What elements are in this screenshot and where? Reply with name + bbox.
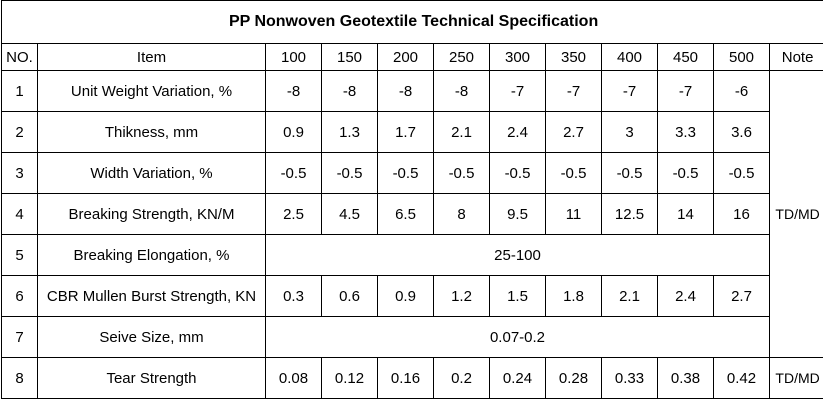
row-value: 1.8 <box>545 275 602 317</box>
row-value: 0.24 <box>489 357 546 399</box>
row-value: -8 <box>377 70 434 112</box>
row-value: 11 <box>545 193 602 235</box>
header-grade: 400 <box>601 43 658 71</box>
row-value: 0.42 <box>713 357 770 399</box>
row-no: 2 <box>1 111 38 153</box>
header-row: NO. Item 100 150 200 250 300 350 400 450… <box>1 43 823 71</box>
row-value: -7 <box>657 70 714 112</box>
row-item: Width Variation, % <box>37 152 266 194</box>
header-grade: 500 <box>713 43 770 71</box>
table-row: 5 Breaking Elongation, % 25-100 <box>1 234 823 276</box>
row-value: 2.7 <box>545 111 602 153</box>
row-value: -0.5 <box>545 152 602 194</box>
table-row: 1 Unit Weight Variation, % -8 -8 -8 -8 -… <box>1 70 823 358</box>
row-value: 6.5 <box>377 193 434 235</box>
row-value: 2.5 <box>265 193 322 235</box>
row-value: 0.3 <box>265 275 322 317</box>
header-grade: 150 <box>321 43 378 71</box>
table-title: PP Nonwoven Geotextile Technical Specifi… <box>0 0 823 44</box>
row-value: 4.5 <box>321 193 378 235</box>
header-grade: 450 <box>657 43 714 71</box>
row-value: 0.9 <box>377 275 434 317</box>
header-item: Item <box>37 43 266 71</box>
row-value: 3.6 <box>713 111 770 153</box>
row-value: 3.3 <box>657 111 714 153</box>
row-value: 2.4 <box>489 111 546 153</box>
row-item: Unit Weight Variation, % <box>37 70 266 112</box>
row-value: 8 <box>433 193 490 235</box>
header-note: Note <box>768 43 823 71</box>
row-value: 2.4 <box>657 275 714 317</box>
row-value: 1.7 <box>377 111 434 153</box>
row-value: -0.5 <box>601 152 658 194</box>
table-row: 7 Seive Size, mm 0.07-0.2 <box>1 316 823 358</box>
row-value: 0.28 <box>545 357 602 399</box>
row-value: -0.5 <box>657 152 714 194</box>
note-td-md: TD/MD <box>768 70 823 358</box>
row-value: -6 <box>713 70 770 112</box>
row-merged-value: 25-100 <box>265 234 770 276</box>
header-grade: 250 <box>433 43 490 71</box>
row-value: 0.38 <box>657 357 714 399</box>
row-value: 16 <box>713 193 770 235</box>
row-value: 2.7 <box>713 275 770 317</box>
row-value: 1.2 <box>433 275 490 317</box>
row-value: -0.5 <box>713 152 770 194</box>
row-value: -0.5 <box>377 152 434 194</box>
row-value: 0.08 <box>265 357 322 399</box>
header-grade: 100 <box>265 43 322 71</box>
row-no: 4 <box>1 193 38 235</box>
row-item: Breaking Elongation, % <box>37 234 266 276</box>
row-value: 0.2 <box>433 357 490 399</box>
row-value: 0.12 <box>321 357 378 399</box>
row-item: Thikness, mm <box>37 111 266 153</box>
row-value: 2.1 <box>433 111 490 153</box>
row-value: -0.5 <box>265 152 322 194</box>
row-item: CBR Mullen Burst Strength, KN <box>37 275 266 317</box>
row-value: 1.5 <box>489 275 546 317</box>
row-value: 0.9 <box>265 111 322 153</box>
row-value: 2.1 <box>601 275 658 317</box>
row-value: -7 <box>545 70 602 112</box>
table-row: 2 Thikness, mm 0.9 1.3 1.7 2.1 2.4 2.7 3… <box>1 111 823 153</box>
row-value: -0.5 <box>433 152 490 194</box>
row-no: 7 <box>1 316 38 358</box>
row-value: -0.5 <box>489 152 546 194</box>
row-no: 1 <box>1 70 38 112</box>
row-value: 0.6 <box>321 275 378 317</box>
table-row: 3 Width Variation, % -0.5 -0.5 -0.5 -0.5… <box>1 152 823 194</box>
table-row: 4 Breaking Strength, KN/M 2.5 4.5 6.5 8 … <box>1 193 823 235</box>
table-row: 8 Tear Strength 0.08 0.12 0.16 0.2 0.24 … <box>1 357 823 399</box>
row-value: -0.5 <box>321 152 378 194</box>
row-item: Tear Strength <box>37 357 266 399</box>
row-item: Seive Size, mm <box>37 316 266 358</box>
row-no: 8 <box>1 357 38 399</box>
row-no: 3 <box>1 152 38 194</box>
note-td-md: TD/MD <box>768 357 823 399</box>
row-value: 0.16 <box>377 357 434 399</box>
row-item: Breaking Strength, KN/M <box>37 193 266 235</box>
row-value: 3 <box>601 111 658 153</box>
row-value: -8 <box>321 70 378 112</box>
header-no: NO. <box>1 43 38 71</box>
title-row: PP Nonwoven Geotextile Technical Specifi… <box>0 0 823 44</box>
row-value: 14 <box>657 193 714 235</box>
row-value: 12.5 <box>601 193 658 235</box>
table-row: 6 CBR Mullen Burst Strength, KN 0.3 0.6 … <box>1 275 823 317</box>
row-value: -7 <box>601 70 658 112</box>
header-grade: 350 <box>545 43 602 71</box>
row-value: -8 <box>265 70 322 112</box>
row-value: 9.5 <box>489 193 546 235</box>
row-value: -8 <box>433 70 490 112</box>
row-value: -7 <box>489 70 546 112</box>
header-grade: 300 <box>489 43 546 71</box>
row-value: 0.33 <box>601 357 658 399</box>
row-merged-value: 0.07-0.2 <box>265 316 770 358</box>
row-value: 1.3 <box>321 111 378 153</box>
row-no: 6 <box>1 275 38 317</box>
row-no: 5 <box>1 234 38 276</box>
header-grade: 200 <box>377 43 434 71</box>
